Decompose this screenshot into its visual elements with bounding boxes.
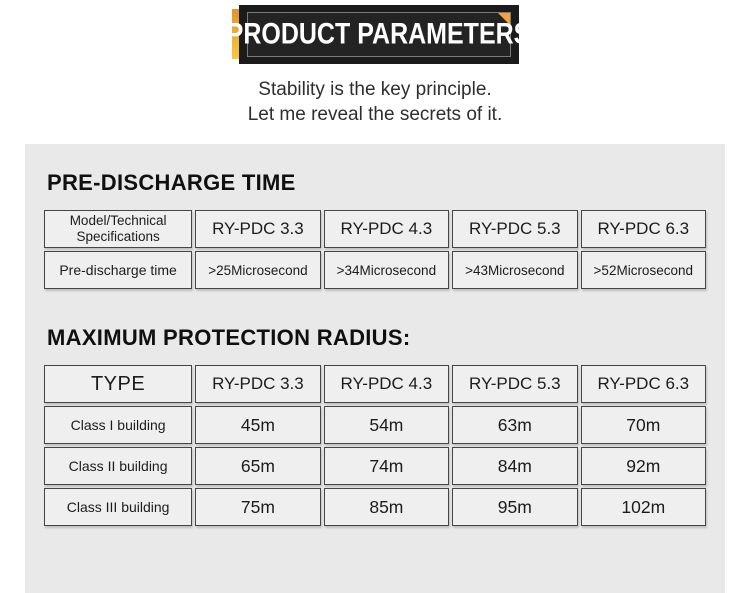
- banner: PRODUCT PARAMETERS: [0, 4, 750, 64]
- value-cell: 63m: [452, 406, 578, 445]
- table-row: Pre-discharge time >25Microsecond >34Mic…: [44, 251, 706, 290]
- value-cell: 70m: [580, 406, 706, 445]
- header-cell-product-4: RY-PDC 6.3: [580, 365, 706, 404]
- parameters-panel: PRE-DISCHARGE TIME Model/Technical Speci…: [25, 144, 725, 593]
- intro-text: Stability is the key principle. Let me r…: [0, 77, 750, 127]
- value-cell: 84m: [452, 447, 578, 486]
- row-label-cell: Class II building: [44, 447, 193, 486]
- table-row: Class II building 65m 74m 84m 92m: [44, 447, 706, 486]
- value-cell: 85m: [323, 488, 450, 527]
- value-cell: 95m: [452, 488, 578, 527]
- value-cell: >34Microsecond: [323, 251, 450, 290]
- header-cell-type: TYPE: [44, 365, 193, 404]
- intro-line-1: Stability is the key principle.: [258, 79, 492, 100]
- banner-title: PRODUCT PARAMETERS: [226, 16, 531, 50]
- table-row: Class III building 75m 85m 95m 102m: [44, 488, 706, 527]
- value-cell: 92m: [580, 447, 706, 486]
- value-cell: 75m: [195, 488, 321, 527]
- header-cell-product-3: RY-PDC 5.3: [452, 210, 578, 249]
- value-cell: >25Microsecond: [195, 251, 321, 290]
- banner-box: PRODUCT PARAMETERS: [227, 4, 530, 64]
- row-label-cell: Pre-discharge time: [44, 251, 193, 290]
- value-cell: 74m: [323, 447, 450, 486]
- table-header-row: TYPE RY-PDC 3.3 RY-PDC 4.3 RY-PDC 5.3 RY…: [44, 365, 706, 404]
- pre-discharge-table: Model/Technical Specifications RY-PDC 3.…: [41, 207, 709, 292]
- protection-radius-table: TYPE RY-PDC 3.3 RY-PDC 4.3 RY-PDC 5.3 RY…: [41, 362, 709, 529]
- header-cell-model: Model/Technical Specifications: [44, 210, 193, 249]
- table-row: Class I building 45m 54m 63m 70m: [44, 406, 706, 445]
- banner-accent-stripe: [231, 9, 239, 59]
- intro-line-2: Let me reveal the secrets of it.: [247, 104, 503, 126]
- value-cell: >43Microsecond: [452, 251, 578, 290]
- header-cell-product-2: RY-PDC 4.3: [323, 210, 450, 249]
- table-header-row: Model/Technical Specifications RY-PDC 3.…: [44, 210, 706, 249]
- pre-discharge-heading: PRE-DISCHARGE TIME: [47, 170, 296, 196]
- header-cell-product-2: RY-PDC 4.3: [323, 365, 450, 404]
- protection-radius-heading: MAXIMUM PROTECTION RADIUS:: [47, 325, 411, 351]
- header-cell-product-4: RY-PDC 6.3: [580, 210, 706, 249]
- value-cell: 54m: [323, 406, 450, 445]
- banner-inner-frame: PRODUCT PARAMETERS: [227, 11, 530, 57]
- header-cell-product-1: RY-PDC 3.3: [195, 210, 321, 249]
- row-label-cell: Class III building: [44, 488, 193, 527]
- header-cell-product-3: RY-PDC 5.3: [452, 365, 578, 404]
- value-cell: 102m: [580, 488, 706, 527]
- value-cell: 45m: [195, 406, 321, 445]
- value-cell: 65m: [195, 447, 321, 486]
- row-label-cell: Class I building: [44, 406, 193, 445]
- header-cell-product-1: RY-PDC 3.3: [195, 365, 321, 404]
- corner-fold-icon: [497, 12, 510, 25]
- value-cell: >52Microsecond: [580, 251, 706, 290]
